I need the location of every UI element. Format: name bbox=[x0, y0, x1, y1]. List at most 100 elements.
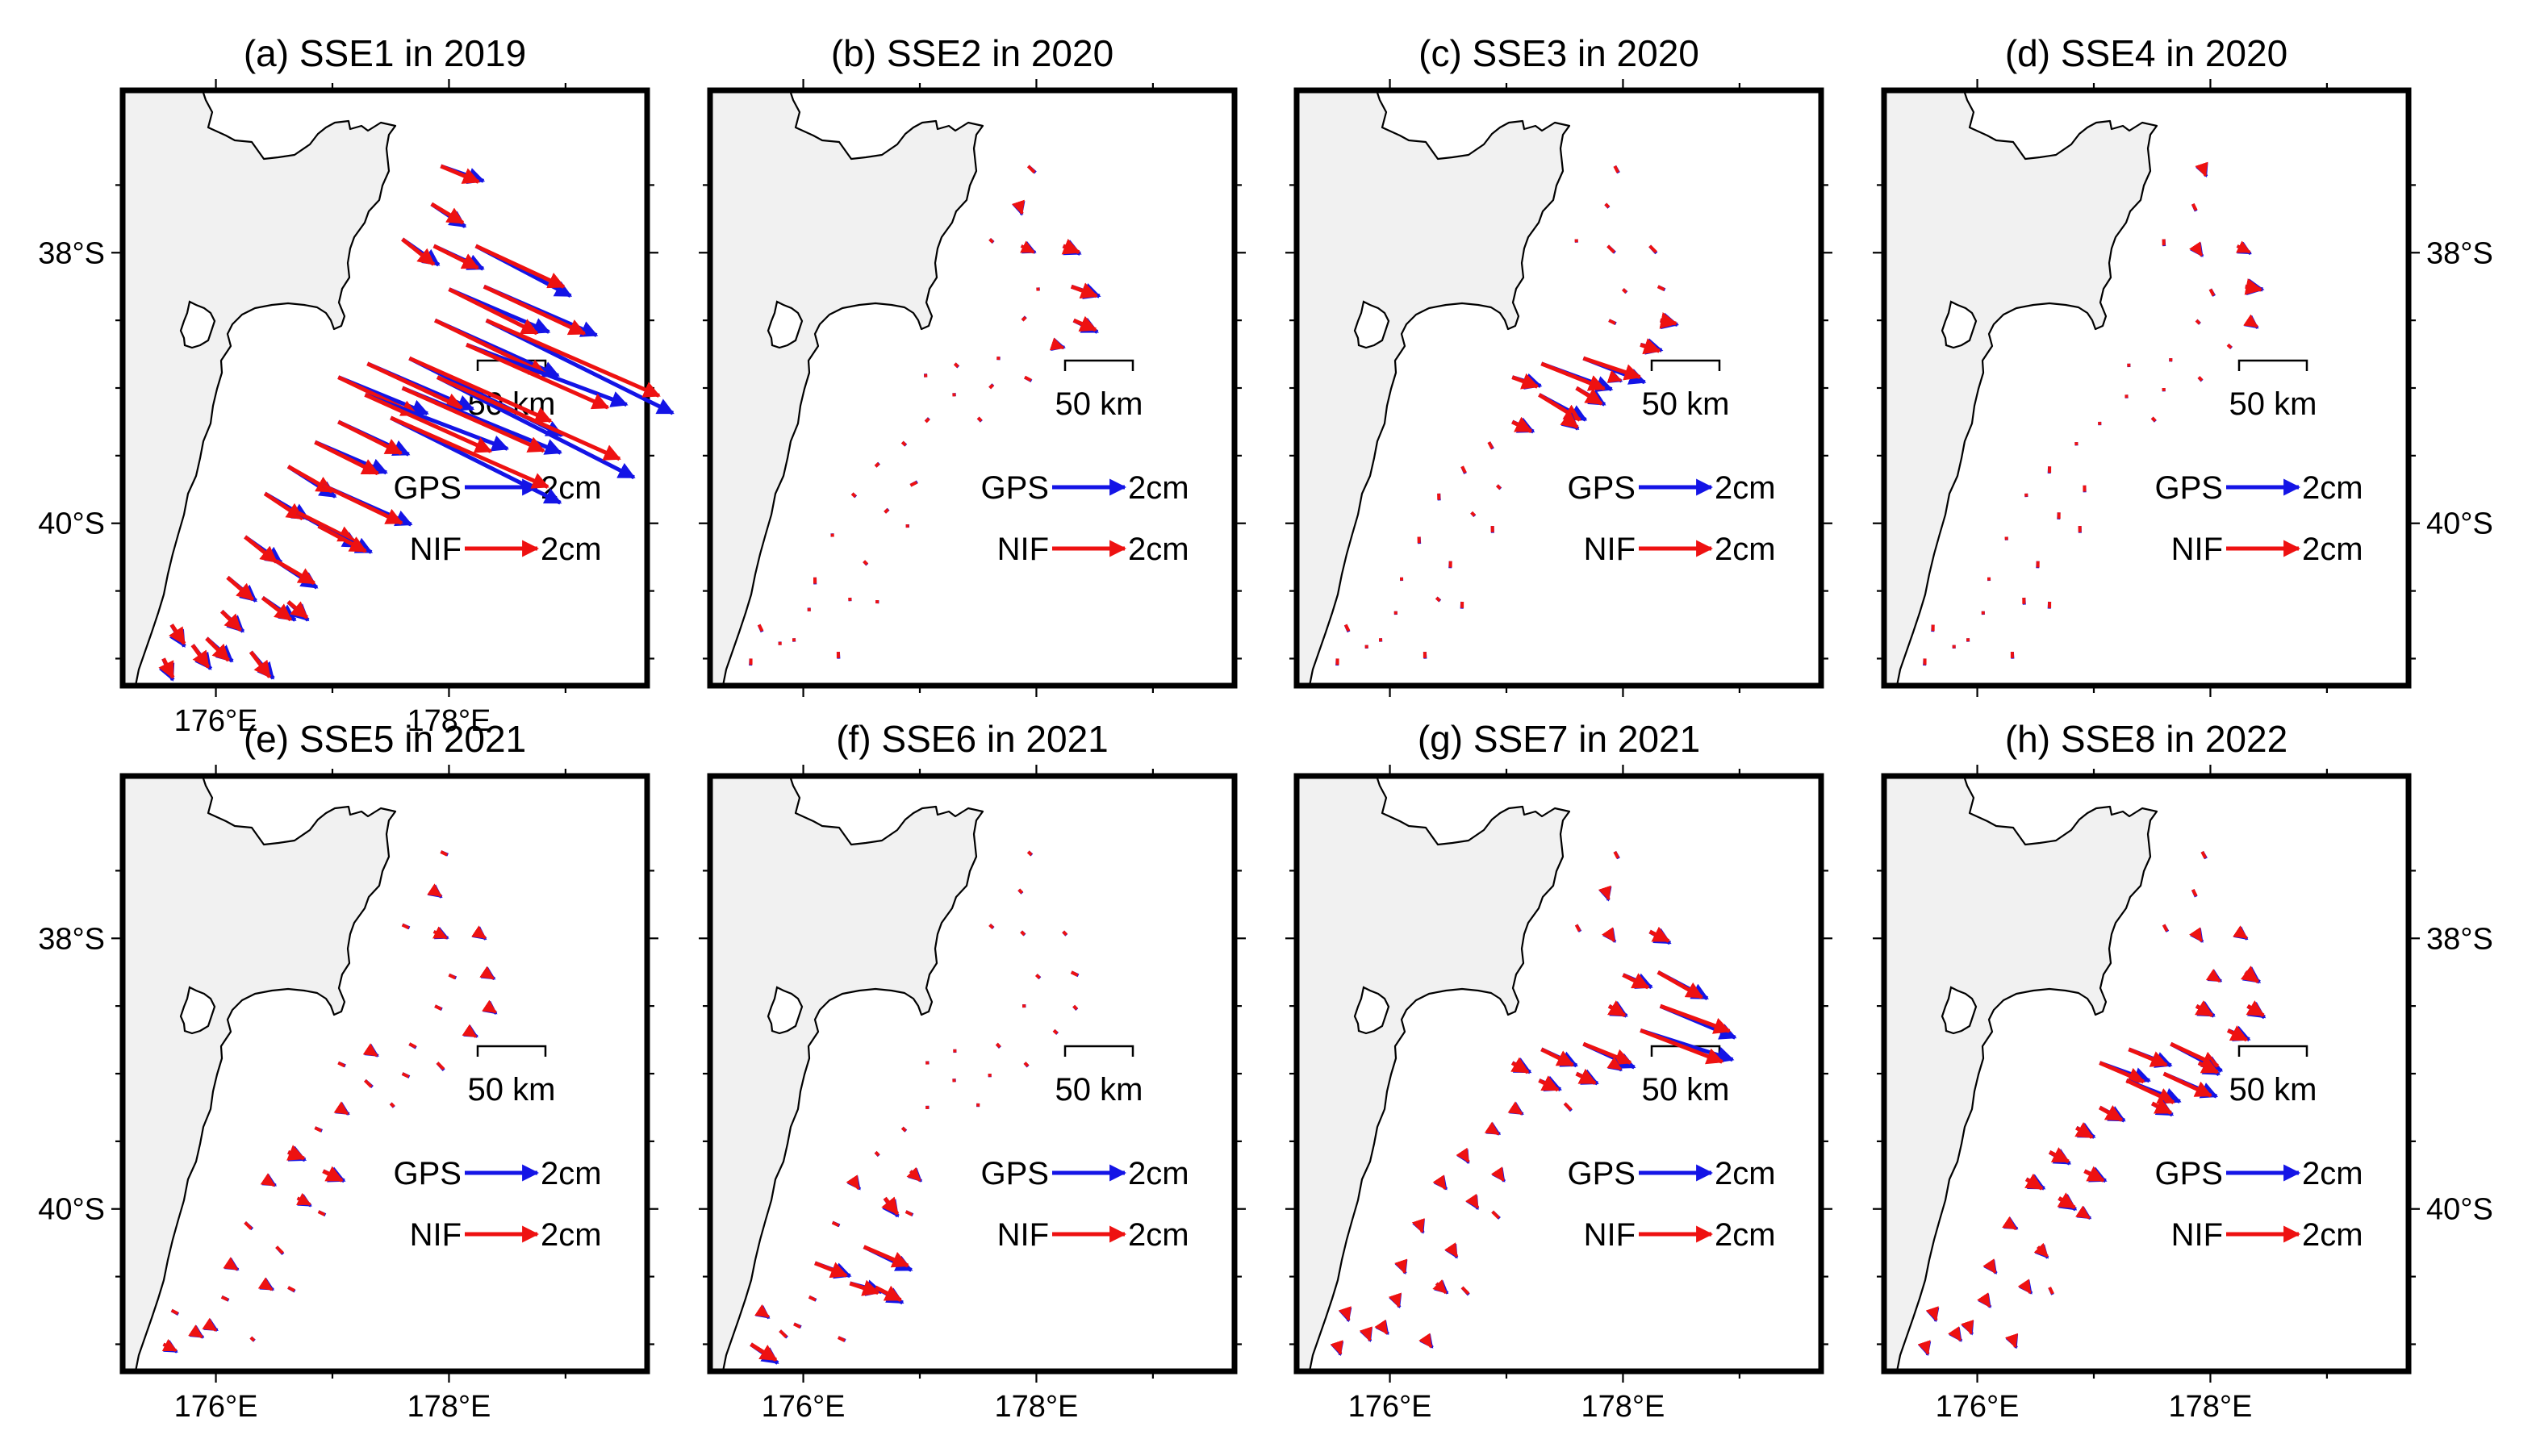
nif-arrow bbox=[2024, 1173, 2044, 1191]
nif-arrow bbox=[905, 1210, 913, 1216]
nif-arrow bbox=[2005, 1333, 2018, 1349]
nif-arrow bbox=[1418, 1333, 1433, 1349]
lake-taupo bbox=[767, 300, 804, 349]
nif-arrow bbox=[430, 202, 465, 225]
legend-amount: 2cm bbox=[2302, 1217, 2363, 1253]
nif-arrow bbox=[1432, 1174, 1447, 1190]
nif-arrow bbox=[390, 415, 549, 489]
nif-arrow bbox=[249, 650, 272, 678]
nif-arrow bbox=[779, 1329, 788, 1338]
legend-amount: 2cm bbox=[541, 1217, 602, 1253]
lake-taupo bbox=[1941, 986, 1978, 1035]
legend-gps: GPS 2cm bbox=[981, 1156, 1189, 1191]
nif-arrow bbox=[190, 644, 211, 669]
nif-arrow bbox=[2244, 278, 2263, 295]
nif-arrow bbox=[161, 1338, 178, 1353]
nif-arrow bbox=[1484, 1121, 1500, 1136]
legend-amount: 2cm bbox=[2302, 470, 2363, 506]
coastline bbox=[134, 90, 397, 686]
displacement-arrows bbox=[749, 165, 1101, 666]
nif-arrow bbox=[2189, 241, 2204, 257]
legend-label: NIF bbox=[997, 532, 1049, 567]
nif-arrow bbox=[808, 1295, 817, 1302]
x-tick-label: 178°E bbox=[407, 704, 491, 738]
nif-arrow bbox=[1019, 240, 1035, 254]
scale-bar-line bbox=[1063, 359, 1134, 371]
nif-arrow bbox=[2200, 851, 2208, 859]
nif-arrow bbox=[1582, 1041, 1632, 1066]
lake-taupo bbox=[1941, 300, 1978, 349]
legend-label: NIF bbox=[410, 532, 462, 567]
nif-arrow bbox=[1606, 244, 1615, 254]
lake-taupo bbox=[179, 300, 216, 349]
legend-gps: GPS 2cm bbox=[1568, 1156, 1776, 1191]
nif-arrow bbox=[1648, 244, 1657, 254]
nif-arrow bbox=[1574, 924, 1581, 932]
nif-arrow bbox=[988, 383, 994, 390]
nif-arrow bbox=[1024, 375, 1032, 382]
nif-arrow bbox=[924, 417, 930, 423]
nif-arrow bbox=[2048, 1147, 2070, 1164]
nif-arrow bbox=[1394, 1258, 1408, 1275]
nif-arrow bbox=[1460, 465, 1467, 474]
nif-arrow bbox=[2195, 161, 2208, 177]
nif-arrow bbox=[275, 559, 316, 586]
nif-arrow bbox=[286, 600, 309, 620]
nif-arrow bbox=[1540, 361, 1606, 391]
nif-arrow bbox=[434, 1004, 442, 1011]
nif-arrow bbox=[995, 1042, 1001, 1049]
legend-gps: GPS 2cm bbox=[1568, 470, 1776, 506]
land-area bbox=[710, 776, 983, 1371]
nif-arrow bbox=[1982, 1258, 1997, 1274]
nif-arrow bbox=[1490, 1166, 1505, 1182]
nif-arrow bbox=[169, 624, 186, 645]
nif-arrow bbox=[337, 419, 403, 456]
nif-arrow bbox=[2208, 288, 2216, 297]
nif-arrow bbox=[1020, 930, 1026, 937]
nif-arrow bbox=[1602, 927, 1616, 942]
nif-arrow bbox=[286, 1145, 306, 1161]
nif-arrow bbox=[1510, 1057, 1530, 1074]
nif-arrow bbox=[2074, 1122, 2094, 1139]
nif-arrow bbox=[202, 1317, 218, 1332]
nif-arrow bbox=[2246, 1000, 2265, 1017]
nif-arrow bbox=[1072, 315, 1097, 332]
nif-arrow bbox=[881, 1196, 900, 1216]
legend-gps: GPS 2cm bbox=[981, 470, 1189, 506]
nif-arrow bbox=[2151, 1098, 2173, 1115]
legend-label: NIF bbox=[2171, 532, 2223, 567]
nif-arrow bbox=[440, 164, 481, 184]
nif-arrow bbox=[471, 925, 487, 940]
nif-arrow bbox=[1640, 338, 1661, 355]
coastline bbox=[134, 775, 397, 1372]
panel-title: (f) SSE6 in 2021 bbox=[836, 718, 1109, 760]
nif-arrow bbox=[1507, 1101, 1523, 1116]
nif-arrow bbox=[1052, 1028, 1059, 1035]
nif-arrow bbox=[462, 1024, 478, 1038]
nif-arrow bbox=[1659, 1003, 1732, 1034]
nif-arrow bbox=[1961, 1319, 1974, 1335]
nif-arrow bbox=[223, 1257, 239, 1271]
coastline bbox=[721, 775, 984, 1372]
nif-arrow bbox=[427, 883, 442, 898]
nif-arrow bbox=[874, 1150, 880, 1157]
nif-arrow bbox=[1977, 1292, 1991, 1308]
nif-arrow bbox=[188, 1325, 203, 1339]
nif-arrow bbox=[474, 244, 566, 289]
nif-arrow bbox=[1338, 1306, 1352, 1321]
panel-title: (a) SSE1 in 2019 bbox=[244, 32, 526, 74]
legend-label: GPS bbox=[1568, 1156, 1636, 1191]
legend-nif: NIF 2cm bbox=[2171, 1217, 2363, 1253]
nif-arrow bbox=[1460, 1286, 1470, 1295]
nif-arrow bbox=[849, 1279, 880, 1296]
x-tick-label: 176°E bbox=[174, 1390, 258, 1424]
coastline bbox=[721, 90, 984, 686]
land-area bbox=[1297, 776, 1569, 1371]
nif-arrow bbox=[220, 1295, 229, 1302]
y-tick-label: 38°S bbox=[2426, 922, 2493, 956]
scale-bar-line bbox=[1063, 1045, 1134, 1057]
nif-arrow bbox=[1023, 1062, 1030, 1067]
panel-d: (d) SSE4 in 2020 38°S 40°S 50 km GPS 2cm NIF 2c… bbox=[1873, 32, 2493, 697]
